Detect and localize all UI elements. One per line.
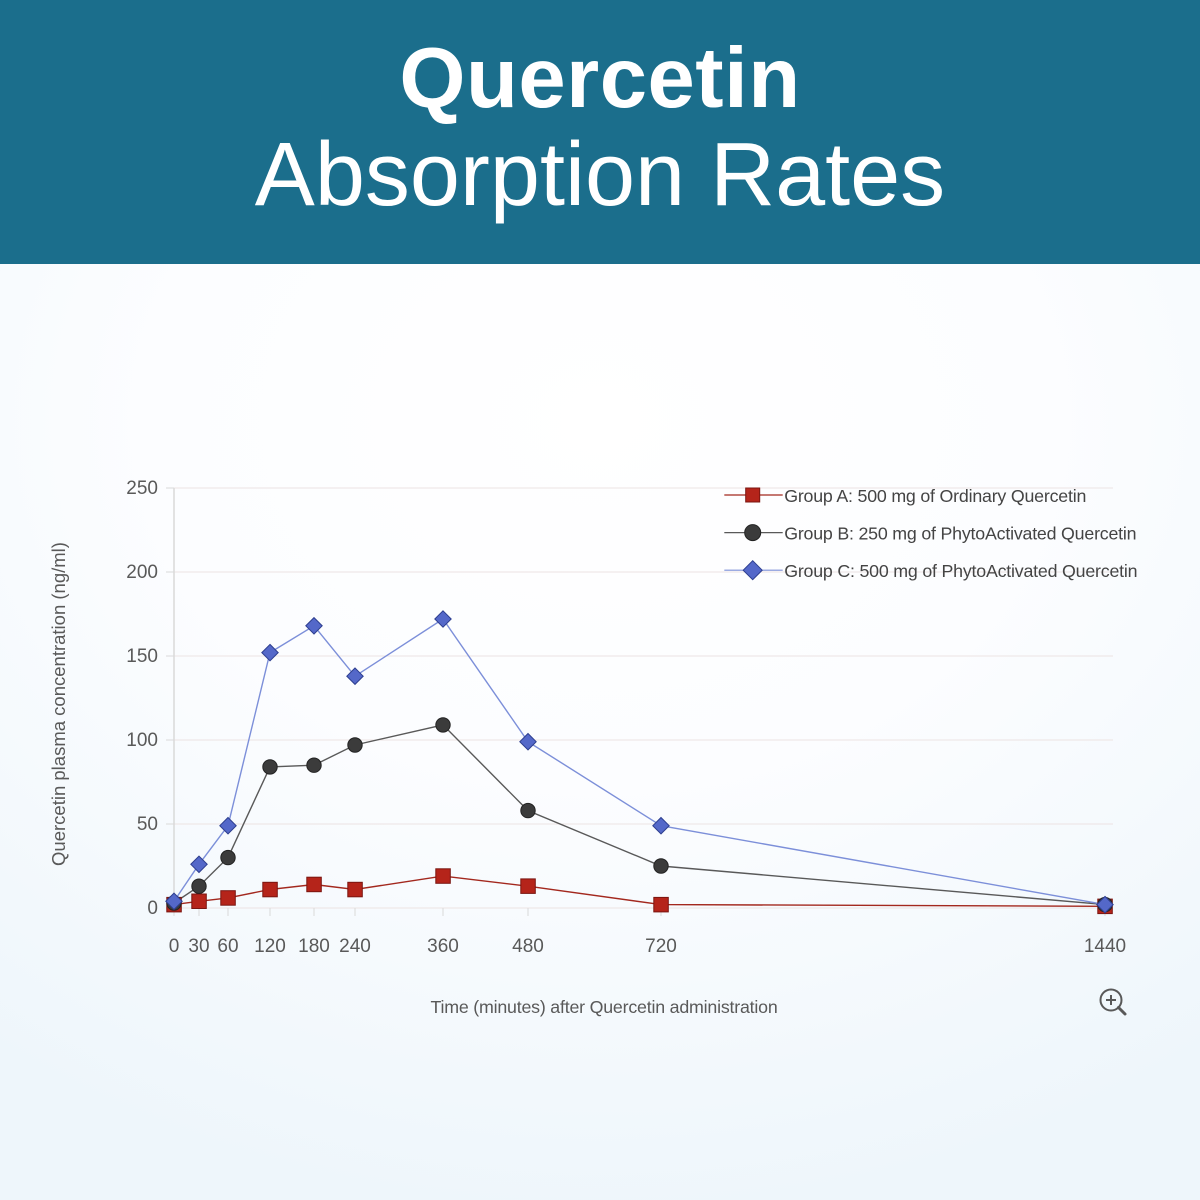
svg-text:Group C: 500 mg of PhytoActiva: Group C: 500 mg of PhytoActivated Querce…	[784, 561, 1137, 581]
svg-text:360: 360	[427, 936, 459, 957]
svg-text:720: 720	[645, 936, 677, 957]
svg-text:250: 250	[126, 478, 158, 499]
svg-text:150: 150	[126, 646, 158, 667]
svg-text:Group B: 250 mg of PhytoActiva: Group B: 250 mg of PhytoActivated Querce…	[784, 524, 1136, 544]
svg-text:60: 60	[217, 936, 238, 957]
svg-text:240: 240	[339, 936, 371, 957]
svg-text:100: 100	[126, 730, 158, 751]
svg-text:0: 0	[147, 898, 158, 919]
svg-text:50: 50	[137, 814, 158, 835]
svg-text:200: 200	[126, 562, 158, 583]
svg-text:1440: 1440	[1084, 936, 1126, 957]
svg-text:120: 120	[254, 936, 286, 957]
svg-text:Group A: 500 mg of Ordinary Qu: Group A: 500 mg of Ordinary Quercetin	[784, 486, 1086, 506]
svg-text:0: 0	[169, 936, 180, 957]
svg-text:480: 480	[512, 936, 544, 957]
svg-text:30: 30	[188, 936, 209, 957]
svg-text:180: 180	[298, 936, 330, 957]
